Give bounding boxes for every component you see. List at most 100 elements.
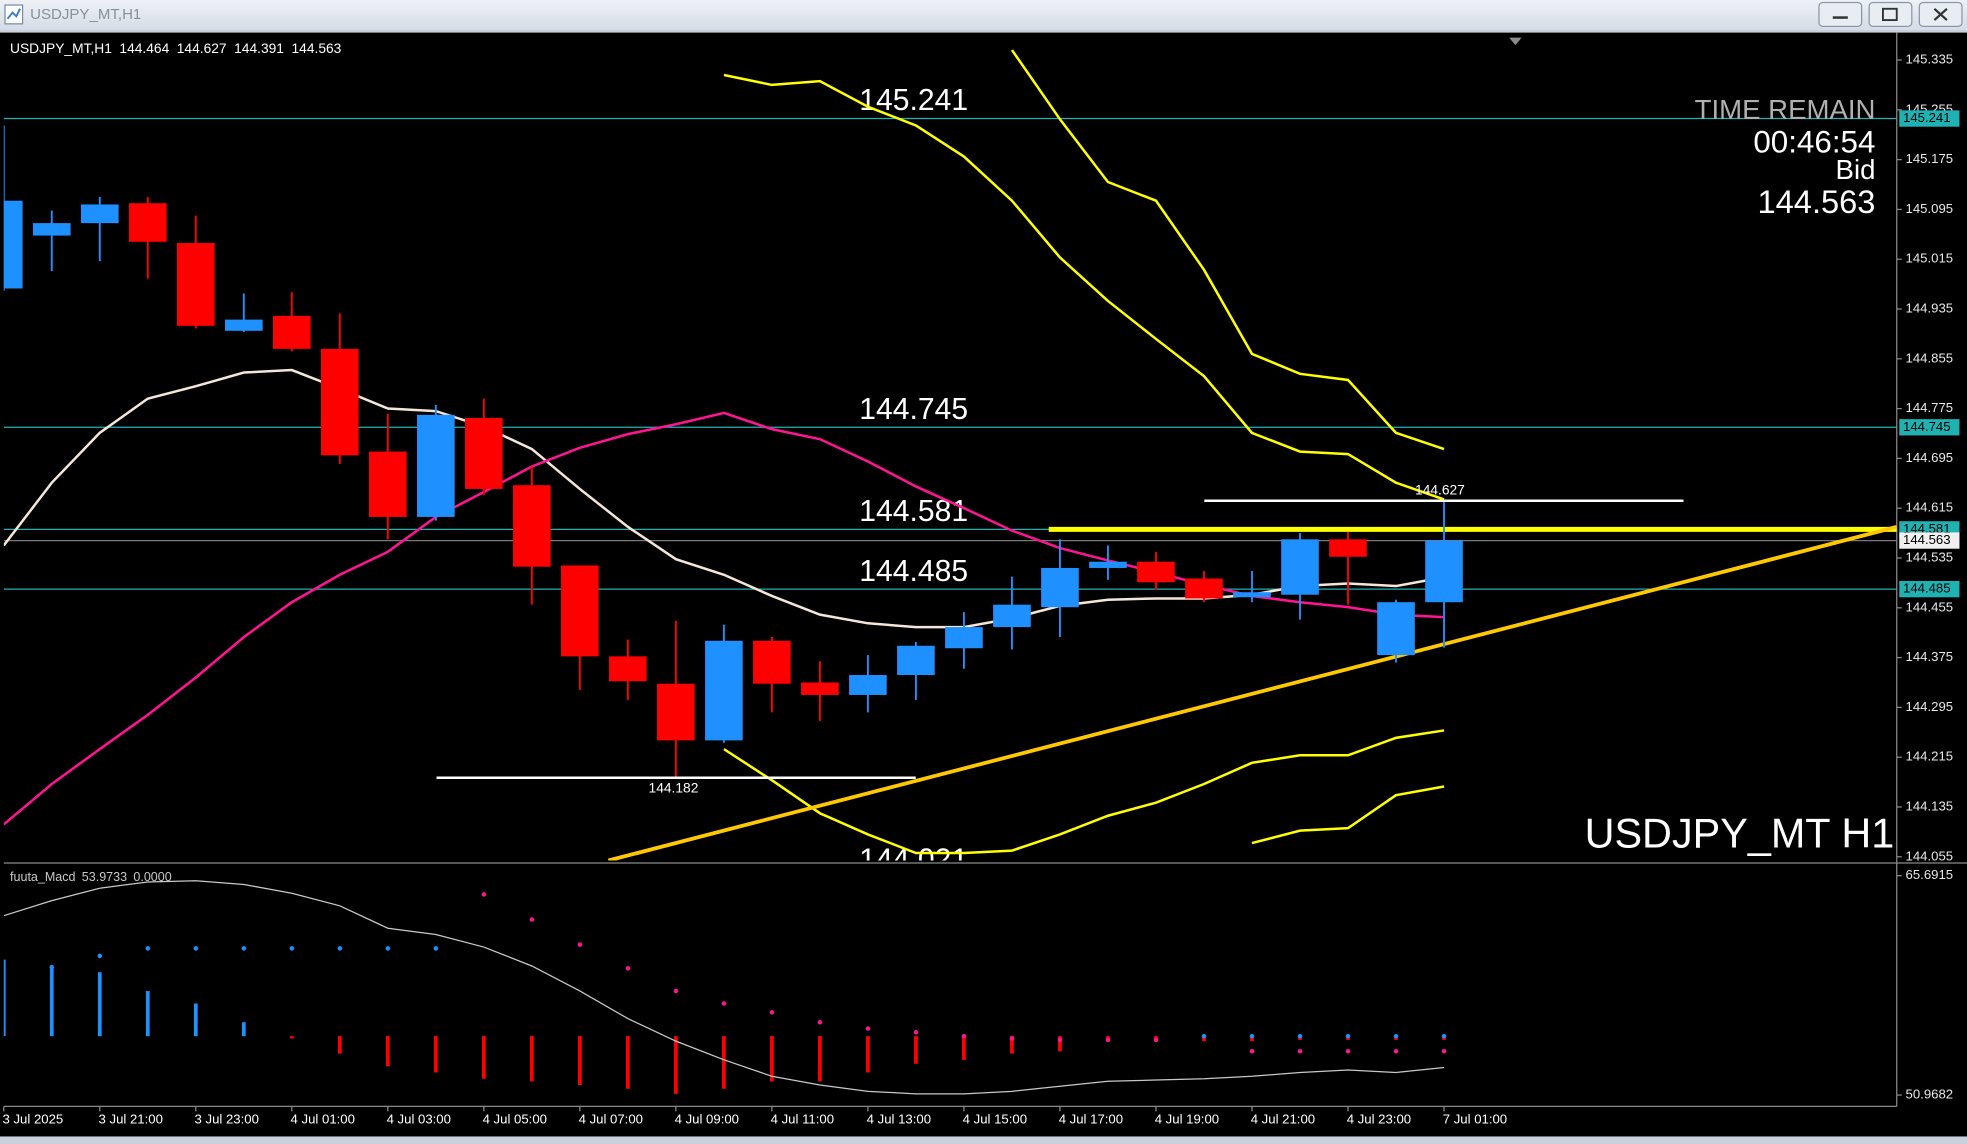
- signal-dot: [1297, 1033, 1303, 1039]
- indicator-line: [723, 73, 1445, 501]
- candle-body: [3, 200, 23, 289]
- signal-dot: [577, 942, 583, 947]
- candle-body: [657, 683, 695, 741]
- trend-line: [607, 525, 1897, 861]
- signal-dot: [865, 1026, 871, 1031]
- signal-dot: [721, 1001, 727, 1006]
- candle-body: [705, 640, 743, 741]
- level-axis-box: [1899, 110, 1960, 127]
- candle-body: [1425, 540, 1463, 603]
- level-label: 145.241: [859, 84, 968, 117]
- signal-dot: [1153, 1037, 1159, 1043]
- y-tick-label: 65.6915: [1906, 867, 1954, 882]
- close-glyph: [1933, 7, 1948, 21]
- x-tick-label: 7 Jul 01:00: [1443, 1112, 1507, 1127]
- x-tick-label: 3 Jul 2025: [3, 1112, 64, 1127]
- watermark: USDJPY_MT H1: [1585, 811, 1895, 857]
- x-tick-label: 4 Jul 03:00: [387, 1112, 451, 1127]
- restore-button[interactable]: [1868, 1, 1913, 27]
- y-tick-label: 144.295: [1906, 699, 1954, 714]
- window-icon-glyph: [6, 8, 21, 20]
- ohlc-high: 144.627: [177, 41, 227, 56]
- x-tick-label: 4 Jul 07:00: [579, 1112, 643, 1127]
- signal-dot: [1057, 1037, 1063, 1043]
- candle-body: [1233, 592, 1271, 598]
- bid-axis-label: 144.563: [1903, 532, 1951, 547]
- signal-dot: [1249, 1048, 1255, 1054]
- y-tick-label: 145.335: [1906, 52, 1954, 67]
- signal-dot: [1009, 1036, 1015, 1041]
- time-remain-label: TIME REMAIN: [1695, 94, 1876, 125]
- signal-dot: [193, 946, 199, 951]
- x-tick-label: 4 Jul 09:00: [675, 1112, 739, 1127]
- x-tick-label: 4 Jul 01:00: [291, 1112, 355, 1127]
- y-tick-label: 144.695: [1906, 450, 1954, 465]
- candle-body: [1089, 561, 1127, 568]
- signal-dot: [1393, 1048, 1399, 1054]
- title-bar: [0, 0, 1967, 31]
- signal-dot: [1105, 1037, 1111, 1043]
- level-axis-label: 144.485: [1903, 581, 1951, 596]
- symbol: USDJPY_MT,H1: [10, 41, 112, 56]
- y-tick-label: 50.9682: [1906, 1087, 1954, 1102]
- candle-body: [609, 656, 647, 682]
- level-label: 144.581: [859, 495, 968, 528]
- signal-dot: [481, 892, 487, 897]
- y-tick-label: 144.615: [1906, 500, 1954, 515]
- candle-body: [1185, 578, 1223, 599]
- indicator-plot: [3, 880, 1447, 1095]
- high-marker-label: 144.627: [1415, 482, 1465, 497]
- signal-dot: [769, 1010, 775, 1015]
- indicator-value: 53.9733: [82, 870, 127, 884]
- candle-body: [128, 203, 167, 242]
- main-plot: 145.241144.745144.581144.485144.021144.6…: [3, 49, 1897, 861]
- level-axis-label: 145.241: [1903, 110, 1951, 125]
- chart-area: [0, 32, 1967, 1137]
- low-marker-label: 144.182: [649, 781, 699, 796]
- y-tick-label: 144.855: [1906, 350, 1954, 365]
- y-tick-label: 145.095: [1906, 201, 1954, 216]
- status-strip: [0, 1136, 1967, 1144]
- candle-body: [897, 645, 935, 676]
- candle-body: [80, 204, 119, 224]
- signal-dot: [433, 946, 439, 951]
- signal-dot: [1345, 1033, 1351, 1039]
- ohlc-close: 144.563: [291, 41, 341, 56]
- candle-body: [945, 627, 983, 649]
- signal-dot: [385, 946, 391, 951]
- signal-dot: [289, 946, 295, 951]
- x-tick-label: 4 Jul 13:00: [867, 1112, 931, 1127]
- candle-body: [32, 223, 71, 236]
- x-tick-label: 4 Jul 05:00: [483, 1112, 547, 1127]
- window-buttons[interactable]: [1818, 1, 1963, 27]
- signal-dot: [145, 946, 151, 951]
- overlay-texts: USDJPY_MT,H1 144.464 144.627 144.391 144.563…: [10, 41, 1894, 885]
- signal-dot: [337, 946, 343, 951]
- signal-dot: [529, 917, 535, 922]
- candle-body: [561, 565, 599, 657]
- level-label: 144.745: [859, 393, 968, 426]
- signal-dot: [1249, 1033, 1255, 1039]
- chart-header: USDJPY_MT,H1 144.464 144.627 144.391 144.563: [10, 41, 342, 56]
- indicator-name: fuuta_Macd: [10, 870, 76, 884]
- level-axis-label: 144.745: [1903, 419, 1951, 434]
- minimize-button[interactable]: [1818, 1, 1863, 27]
- y-tick-label: 144.775: [1906, 400, 1954, 415]
- signal-dot: [1345, 1048, 1351, 1054]
- signal-dot: [1441, 1033, 1447, 1039]
- y-tick-label: 144.135: [1906, 798, 1954, 813]
- indicator-line: [723, 729, 1445, 855]
- candle-body: [993, 604, 1031, 628]
- x-tick-label: 4 Jul 17:00: [1059, 1112, 1123, 1127]
- ohlc-low: 144.391: [234, 41, 284, 56]
- signal-dot: [49, 964, 55, 970]
- time-remain-value: 00:46:54: [1753, 125, 1875, 160]
- candle-body: [753, 640, 791, 684]
- x-tick-label: 3 Jul 23:00: [195, 1112, 259, 1127]
- bid-value: 144.563: [1758, 183, 1876, 220]
- y-tick-label: 144.535: [1906, 549, 1954, 564]
- x-tick-label: 4 Jul 23:00: [1347, 1112, 1411, 1127]
- candle-body: [369, 451, 407, 517]
